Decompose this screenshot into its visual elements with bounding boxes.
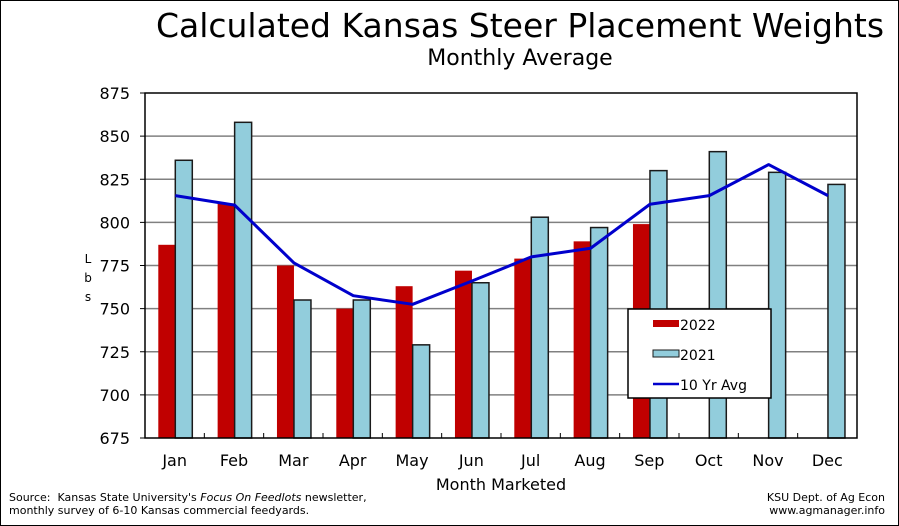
legend-swatch-2021 bbox=[652, 349, 680, 358]
credit-line1: KSU Dept. of Ag Econ bbox=[766, 491, 885, 504]
source-note: Source: Kansas State University's Focus … bbox=[9, 491, 367, 517]
bar-2022 bbox=[217, 203, 235, 438]
chart-subtitle: Monthly Average bbox=[427, 46, 613, 71]
source-prefix: Source: Kansas State University's bbox=[9, 491, 201, 504]
x-axis-label: Month Marketed bbox=[436, 475, 566, 494]
y-tick-label: 700 bbox=[99, 386, 130, 405]
y-tick-label: 750 bbox=[99, 300, 130, 319]
source-suffix: newsletter, bbox=[301, 491, 367, 504]
credit-line2: www.agmanager.info bbox=[769, 504, 885, 517]
axis-ticks: 675 700 725 750 775 800 825 850 875 Jan Feb Mar Apr M… bbox=[99, 84, 842, 470]
bar-2021 bbox=[233, 121, 253, 439]
bar-2021 bbox=[530, 216, 550, 439]
bar-2022 bbox=[336, 308, 354, 438]
x-tick-label: Nov bbox=[752, 451, 783, 470]
y-tick-label: 850 bbox=[99, 127, 130, 146]
x-tick-label: Oct bbox=[695, 451, 723, 470]
x-tick-label: Dec bbox=[812, 451, 843, 470]
bar-2021 bbox=[352, 299, 372, 439]
y-axis-label-char: L bbox=[84, 252, 92, 266]
bar-2022 bbox=[514, 258, 532, 438]
x-tick-label: Aug bbox=[574, 451, 605, 470]
x-tick-label: Sep bbox=[634, 451, 664, 470]
y-axis-label-char: s bbox=[84, 290, 92, 304]
avg-line-path bbox=[175, 163, 829, 306]
bar-2021 bbox=[589, 226, 609, 439]
source-italic: Focus On Feedlots bbox=[200, 491, 302, 504]
x-tick-label: May bbox=[395, 451, 428, 470]
legend-swatch-2022 bbox=[653, 320, 679, 327]
y-tick-label: 800 bbox=[99, 213, 130, 232]
bar-2022 bbox=[276, 265, 294, 438]
x-tick-label: Jan bbox=[161, 451, 187, 470]
legend-label: 10 Yr Avg bbox=[680, 378, 747, 394]
bar-2021 bbox=[293, 299, 312, 439]
x-tick-label: Feb bbox=[220, 451, 248, 470]
y-tick-label: 675 bbox=[99, 429, 130, 448]
legend-label: 2022 bbox=[680, 318, 716, 334]
x-tick-label: Jul bbox=[520, 451, 540, 470]
bar-2021 bbox=[827, 183, 846, 439]
legend-label: 2021 bbox=[680, 348, 716, 364]
bar-2022 bbox=[454, 270, 472, 438]
y-axis-label-char: b bbox=[84, 271, 92, 285]
y-tick-label: 825 bbox=[99, 170, 130, 189]
bar-2022 bbox=[158, 244, 176, 438]
legend-box bbox=[627, 308, 772, 399]
bar-2022 bbox=[395, 286, 413, 438]
bar-2021 bbox=[471, 282, 490, 439]
y-tick-label: 775 bbox=[99, 257, 130, 276]
x-tick-label: Apr bbox=[339, 451, 367, 470]
x-tick-label: Mar bbox=[278, 451, 309, 470]
credit-note: KSU Dept. of Ag Econ www.agmanager.info bbox=[767, 491, 885, 517]
source-line2: monthly survey of 6-10 Kansas commercial… bbox=[9, 504, 310, 517]
bar-2021 bbox=[174, 159, 194, 439]
chart-title: Calculated Kansas Steer Placement Weight… bbox=[155, 6, 885, 45]
legend: 2022 2021 10 Yr Avg bbox=[627, 308, 772, 399]
avg-line bbox=[175, 163, 829, 306]
y-tick-label: 875 bbox=[99, 84, 130, 103]
bar-2022 bbox=[573, 241, 591, 438]
y-tick-label: 725 bbox=[99, 343, 130, 362]
x-tick-label: Jun bbox=[458, 451, 484, 470]
bar-2021 bbox=[411, 344, 431, 439]
